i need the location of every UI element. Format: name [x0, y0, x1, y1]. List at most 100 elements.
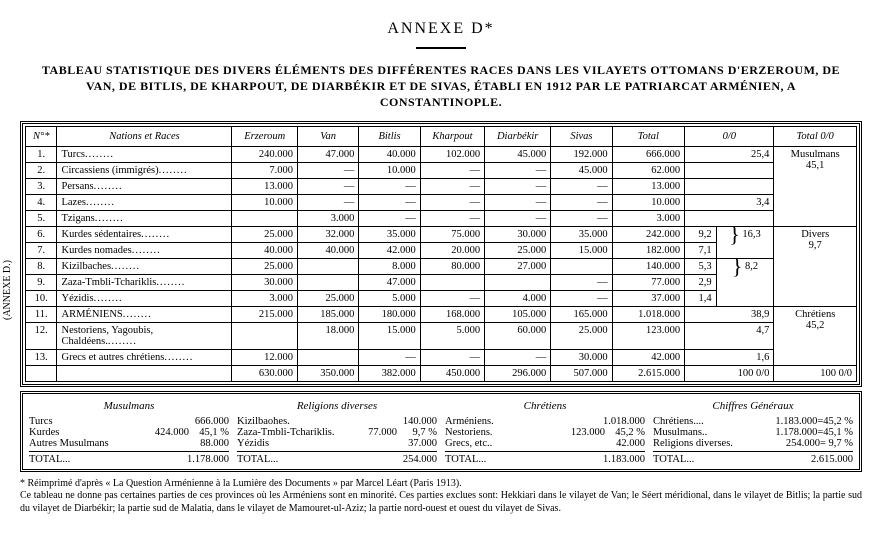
cell: 4,7 — [685, 322, 774, 349]
total-kha: 450.000 — [420, 365, 484, 381]
sm-v0: 666.000 — [169, 416, 229, 427]
cell: 140.000 — [612, 258, 685, 274]
cell: Kurdes nomades — [57, 242, 232, 258]
cell: — — [551, 274, 612, 290]
cell: 45.000 — [551, 162, 612, 178]
totals-row: 630.000 350.000 382.000 450.000 296.000 … — [26, 365, 857, 381]
cell: 123.000 — [612, 322, 685, 349]
cell: 105.000 — [485, 306, 551, 322]
cell: 40.000 — [359, 146, 420, 162]
summary-diverses: Religions diverses Kizilbaohes.140.000 Z… — [237, 398, 437, 465]
cell: 3,4 — [685, 194, 774, 210]
cell — [297, 258, 358, 274]
col-sivas: Sivas — [551, 126, 612, 146]
cell: 666.000 — [612, 146, 685, 162]
cell — [485, 274, 551, 290]
cell: 35.000 — [359, 226, 420, 242]
sd-v1: 77.000 — [337, 427, 397, 438]
annex-title: ANNEXE D* — [20, 20, 862, 38]
cell: 4.000 — [485, 290, 551, 306]
summary-chretiens: Chrétiens Arméniens.1.018.000 Nestoriens… — [445, 398, 645, 465]
sc-l2: Grecs, etc.. — [445, 438, 585, 449]
total-erz: 630.000 — [232, 365, 298, 381]
total-tot: 2.615.000 — [612, 365, 685, 381]
cell: 3.000 — [612, 210, 685, 226]
footnote-line1: * Réimprimé d'après « La Question Arméni… — [20, 478, 462, 489]
cell: ARMÉNIENS — [57, 306, 232, 322]
sc-tv: 1.183.000 — [585, 454, 645, 465]
cell: 42.000 — [612, 349, 685, 365]
cell: 11. — [26, 306, 57, 322]
cell: 1.018.000 — [612, 306, 685, 322]
cell: — — [420, 178, 484, 194]
footnote-line2: Ce tableau ne donne pas certaines partie… — [20, 490, 862, 514]
total-siv: 507.000 — [551, 365, 612, 381]
cell: 25.000 — [297, 290, 358, 306]
summary-generaux-title: Chiffres Généraux — [653, 400, 853, 412]
cell: 62.000 — [612, 162, 685, 178]
cell: — — [297, 194, 358, 210]
sm-v2: 88.000 — [169, 438, 229, 449]
cell — [551, 258, 612, 274]
cell: 40.000 — [232, 242, 298, 258]
total-pct: 100 0/0 — [685, 365, 774, 381]
cell: — — [485, 194, 551, 210]
cell: 6. — [26, 226, 57, 242]
cell: 3.000 — [232, 290, 298, 306]
cell: — — [420, 210, 484, 226]
cell: 42.000 — [359, 242, 420, 258]
sg-v2: 254.000= 9,7 % — [786, 438, 853, 449]
cell: — — [359, 349, 420, 365]
col-total: Total — [612, 126, 685, 146]
sg-l1: Musulmans.. — [653, 427, 775, 438]
cell: 47.000 — [359, 274, 420, 290]
cell: Yézidis — [57, 290, 232, 306]
cell: 13.000 — [232, 178, 298, 194]
table-row: 11.ARMÉNIENS215.000185.000180.000168.000… — [26, 306, 857, 322]
cell: 37.000 — [612, 290, 685, 306]
cell: 3. — [26, 178, 57, 194]
sc-l0: Arméniens. — [445, 416, 585, 427]
main-table-container: N°* Nations et Races Erzeroum Van Bitlis… — [20, 121, 862, 387]
col-kharpout: Kharpout — [420, 126, 484, 146]
cell — [685, 178, 774, 194]
cell: 7,1 — [685, 242, 716, 258]
cell: Turcs — [57, 146, 232, 162]
sc-pct: 45,2 % — [605, 427, 645, 438]
cell: 12. — [26, 322, 57, 349]
cell: — — [485, 178, 551, 194]
sg-l0: Chrétiens.... — [653, 416, 775, 427]
table-row: 2.Circassiens (immigrés)7.000—10.000——45… — [26, 162, 857, 178]
col-pct: 0/0 — [685, 126, 774, 146]
cell: 215.000 — [232, 306, 298, 322]
cell: 5.000 — [359, 290, 420, 306]
cell: 1,6 — [685, 349, 774, 365]
sc-l1: Nestoriens. — [445, 427, 545, 438]
cell: } 16,3 — [716, 226, 774, 258]
total-tpct: 100 0/0 — [774, 365, 857, 381]
cell: 30.000 — [232, 274, 298, 290]
cell: 102.000 — [420, 146, 484, 162]
cell: 4. — [26, 194, 57, 210]
sm-tl: TOTAL... — [29, 454, 169, 465]
sm-l1: Kurdes — [29, 427, 129, 438]
cell: 7.000 — [232, 162, 298, 178]
cell: 40.000 — [297, 242, 358, 258]
sg-tv: 2.615.000 — [793, 454, 853, 465]
col-no: N°* — [26, 126, 57, 146]
table-row: 4.Lazes10.000—————10.0003,4 — [26, 194, 857, 210]
cell: 18.000 — [297, 322, 358, 349]
cell: — — [551, 194, 612, 210]
cell: 10.000 — [232, 194, 298, 210]
main-table: N°* Nations et Races Erzeroum Van Bitlis… — [25, 126, 857, 382]
sm-v1: 424.000 — [129, 427, 189, 438]
sc-tl: TOTAL... — [445, 454, 585, 465]
cell: 8.000 — [359, 258, 420, 274]
cell: Tzigans — [57, 210, 232, 226]
cell: 30.000 — [551, 349, 612, 365]
sg-v0: 1.183.000=45,2 % — [775, 416, 853, 427]
total-bit: 382.000 — [359, 365, 420, 381]
cell: 10.000 — [359, 162, 420, 178]
cell: 45.000 — [485, 146, 551, 162]
title-rule — [20, 40, 862, 52]
